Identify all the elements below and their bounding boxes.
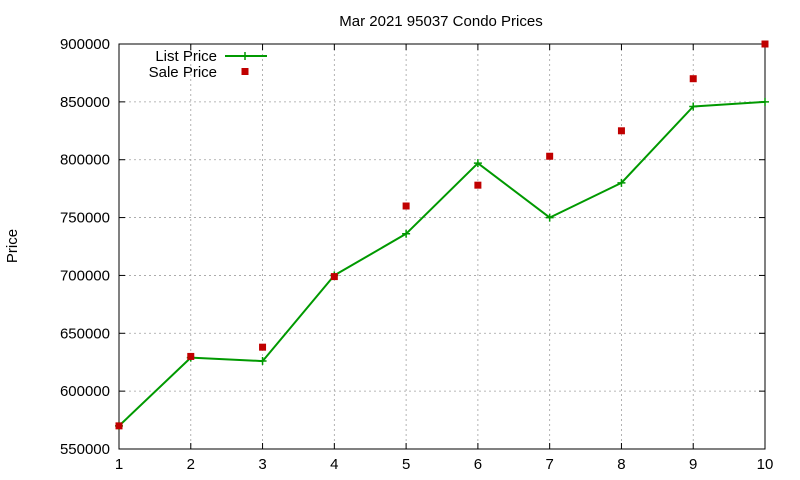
chart-title: Mar 2021 95037 Condo Prices (339, 13, 542, 30)
y-tick-labels: 550000 600000 650000 700000 750000 800000 8500… (60, 36, 110, 458)
grid (119, 44, 765, 449)
legend-label-list-price: List Price (155, 48, 217, 65)
y-tick-label: 650000 (60, 325, 110, 342)
list-price-point (402, 229, 411, 238)
sale-price-point (761, 40, 769, 48)
x-tick-label: 1 (115, 456, 123, 473)
sale-price-point (546, 152, 554, 160)
legend-marker-list-price (241, 52, 249, 60)
x-tick-labels: 1 2 3 4 5 6 7 8 9 10 (115, 456, 774, 473)
y-tick-label: 600000 (60, 383, 110, 400)
list-price-point (761, 97, 769, 106)
sale-price-point (187, 352, 195, 360)
x-tick-label: 10 (757, 456, 774, 473)
x-tick-label: 6 (474, 456, 482, 473)
x-tick-label: 9 (689, 456, 697, 473)
sale-price-point (617, 127, 625, 135)
y-tick-label: 550000 (60, 441, 110, 458)
x-tick-label: 4 (330, 456, 338, 473)
sale-price-point (402, 202, 410, 210)
list-price-point (617, 178, 626, 187)
x-tick-label: 2 (187, 456, 195, 473)
list-price-point (258, 357, 267, 366)
sale-price-point (474, 181, 482, 189)
y-tick-label: 850000 (60, 94, 110, 111)
series-line-list-price (118, 100, 766, 427)
y-tick-label: 750000 (60, 210, 110, 227)
sale-price-point (115, 422, 123, 430)
axis-ticks (118, 43, 766, 450)
list-price-point (689, 102, 698, 111)
x-tick-label: 3 (258, 456, 266, 473)
sale-price-point (689, 75, 697, 83)
sale-price-point (259, 343, 267, 351)
plot-border (118, 43, 766, 450)
legend-label-sale-price: Sale Price (149, 64, 217, 81)
y-tick-label: 800000 (60, 152, 110, 169)
list-price-point (545, 213, 554, 222)
list-price-point (473, 159, 482, 168)
sale-price-point (330, 273, 338, 281)
y-axis-label: Price (4, 229, 21, 263)
y-tick-label: 700000 (60, 267, 110, 284)
x-tick-label: 7 (545, 456, 553, 473)
legend: List Price Sale Price (149, 48, 267, 81)
legend-marker-sale-price (241, 68, 249, 75)
x-tick-label: 5 (402, 456, 410, 473)
x-tick-label: 8 (617, 456, 625, 473)
series-layer (115, 40, 769, 430)
y-tick-label: 900000 (60, 36, 110, 53)
